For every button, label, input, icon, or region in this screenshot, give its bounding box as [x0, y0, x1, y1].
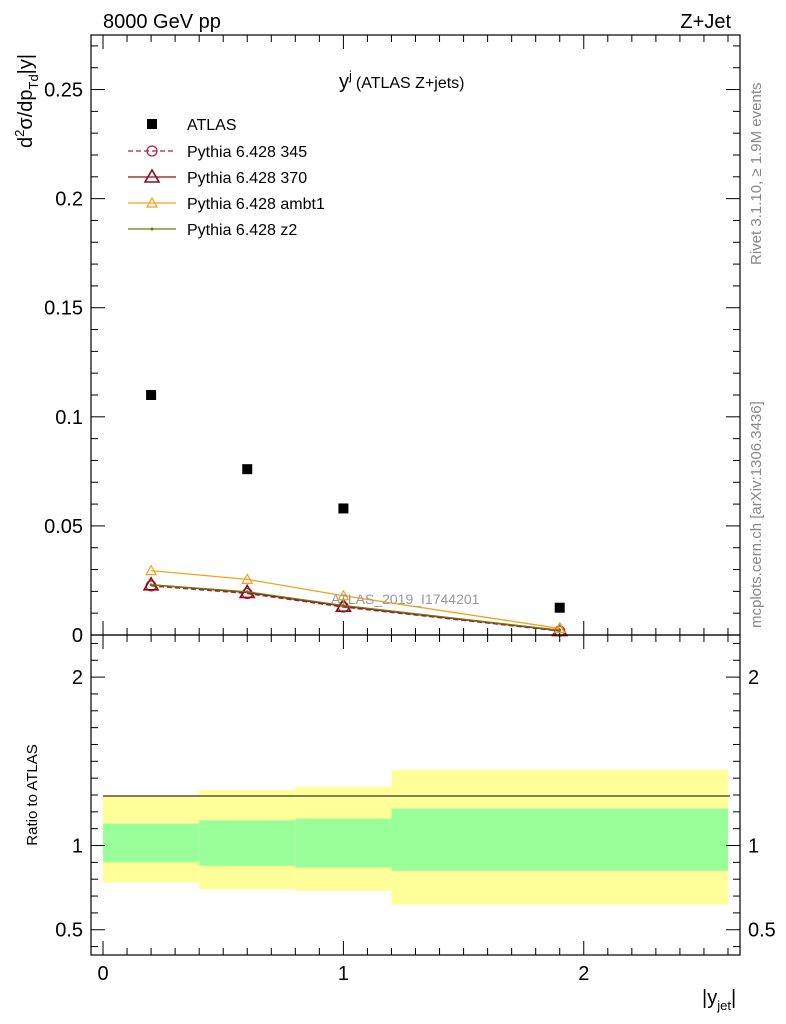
series-0-point-0 [146, 390, 157, 400]
main-ytick-label-2: 0.1 [55, 407, 83, 429]
ylabel-sub: Td [26, 74, 41, 89]
ratio-ytick-label-left-0: 0.5 [55, 920, 83, 942]
series-3-point-2 [337, 589, 350, 601]
mcplots-source-label: mcplots.cern.ch [arXiv:1306.3436] [748, 401, 765, 628]
ratio-ytick-label-right-1: 1 [748, 836, 759, 858]
main-ytick-label-1: 0.05 [44, 516, 83, 538]
ratio-inner-band-3 [391, 808, 728, 871]
ratio-y-axis-label: Ratio to ATLAS [24, 744, 41, 845]
xtick-label-1: 1 [338, 963, 349, 985]
series-3-point-3 [553, 622, 566, 634]
ylabel-sup: 2 [12, 130, 27, 137]
main-axis-ticks: 0 0.05 0.1 0.15 0.2 0.25 [44, 35, 740, 647]
legend-label-2: Pythia 6.428 370 [187, 170, 307, 187]
legend-label-1: Pythia 6.428 345 [187, 144, 307, 161]
x-axis-label: |yjet| [702, 987, 736, 1013]
xlabel-main: |y [702, 987, 717, 1009]
ratio-uncertainty-bands [103, 769, 728, 905]
series-0-point-3 [554, 602, 565, 613]
main-plot-panel: 0 0.05 0.1 0.15 0.2 0.25 yj (ATLAS Z+jets) ATL… [12, 34, 741, 647]
rivet-version-label: Rivet 3.1.10, ≥ 1.9M events [748, 83, 765, 266]
ratio-ytick-label-left-2: 2 [72, 667, 83, 689]
legend-marker-2 [143, 168, 161, 183]
main-series-group [142, 390, 569, 637]
y-axis-label: d2σ/dpTd|y| [12, 54, 41, 148]
legend: ATLAS Pythia 6.428 345 Pythia 6.428 370 Pyt… [128, 117, 325, 239]
series-3-point-0 [145, 564, 158, 576]
xlabel-end: | [731, 987, 736, 1009]
series-3-point-1 [241, 573, 254, 584]
series-4-point-3 [558, 628, 562, 632]
series-line-3 [151, 569, 560, 630]
legend-label-4: Pythia 6.428 z2 [187, 222, 297, 239]
series-0-point-1 [242, 464, 253, 475]
legend-label-3: Pythia 6.428 ambt1 [187, 196, 325, 213]
ratio-ytick-label-right-0: 0.5 [748, 920, 776, 942]
series-line-1 [151, 585, 560, 632]
series-line-4 [151, 584, 560, 631]
main-ytick-label-3: 0.15 [44, 298, 83, 320]
ratio-inner-band-2 [295, 818, 392, 868]
ratio-inner-band-1 [199, 820, 296, 866]
header-left-label: 8000 GeV pp [103, 11, 221, 33]
analysis-watermark: ATLAS_2019_I1744201 [331, 591, 480, 607]
plot-title-rest: (ATLAS Z+jets) [356, 75, 465, 92]
main-ytick-label-4: 0.2 [55, 189, 83, 211]
series-4-point-1 [245, 590, 249, 594]
series-4-point-0 [149, 583, 153, 587]
plot-title-main: y [339, 71, 349, 93]
series-2-point-0 [142, 576, 160, 591]
ratio-axis-ticks: 0.5 0.5 1 1 2 2 0 1 2 [55, 635, 776, 985]
ylabel-mid: σ/dp [15, 89, 37, 129]
plot-title-sup: j [348, 68, 352, 83]
ylabel-end: |y| [15, 54, 37, 74]
legend-marker-3 [145, 196, 159, 208]
series-0-point-2 [338, 503, 349, 514]
ylabel-main: d [15, 137, 37, 148]
legend-marker-1 [146, 145, 158, 157]
header-right-label: Z+Jet [680, 11, 731, 33]
main-ytick-label-0: 0 [72, 625, 83, 647]
plot-title: yj (ATLAS Z+jets) [339, 68, 465, 93]
legend-marker-4 [150, 227, 154, 231]
legend-marker-0 [147, 119, 157, 129]
legend-label-0: ATLAS [187, 117, 237, 134]
ratio-ytick-label-right-2: 2 [748, 667, 759, 689]
series-4-point-2 [341, 604, 345, 608]
ratio-inner-band-0 [103, 823, 200, 863]
xlabel-sub: jet [716, 998, 731, 1013]
xtick-label-0: 0 [97, 963, 108, 985]
main-ytick-label-5: 0.25 [44, 80, 83, 102]
xtick-label-2: 2 [578, 963, 589, 985]
ratio-plot-panel: 0.5 0.5 1 1 2 2 0 1 2 Ratio to ATLAS [24, 634, 776, 985]
ratio-ytick-label-left-1: 1 [72, 836, 83, 858]
